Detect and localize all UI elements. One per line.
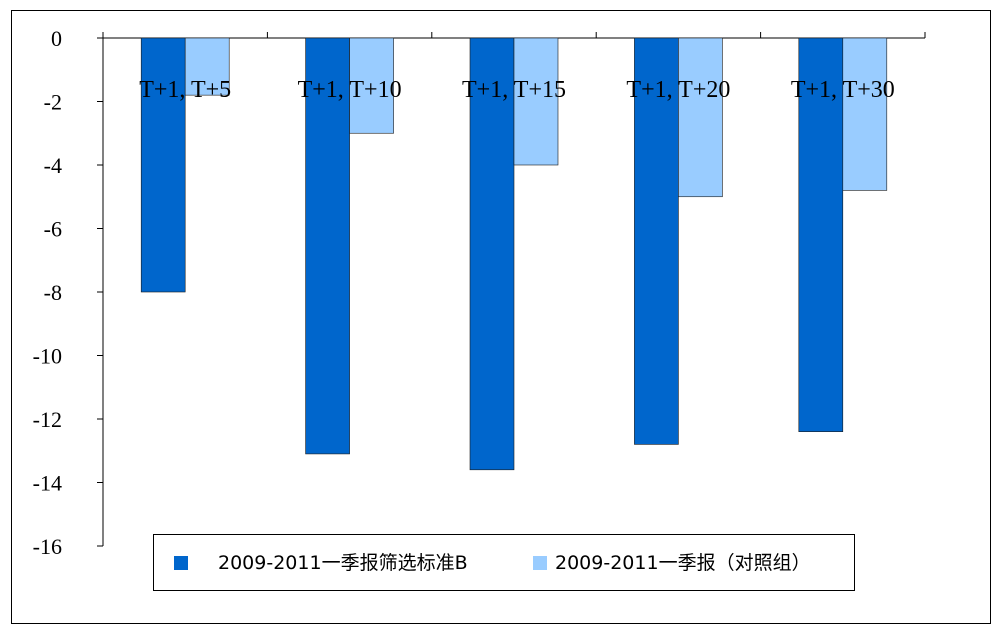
bar-series-1-3 xyxy=(634,37,679,445)
bar-series-1-1 xyxy=(305,37,350,455)
category-label: T+1, T+5 xyxy=(139,77,231,103)
y-tick-label: -10 xyxy=(33,344,62,369)
category-label: T+1, T+20 xyxy=(626,77,730,103)
y-tick-label: -2 xyxy=(44,90,62,115)
y-tick-label: 0 xyxy=(51,26,62,51)
y-tick-label: -12 xyxy=(33,407,62,432)
legend-item-series-2: 2009-2011一季报（对照组） xyxy=(533,553,811,573)
category-labels: T+1, T+5 T+1, T+10 T+1, T+15 T+1, T+20 T+1, … xyxy=(139,77,895,103)
legend-label-series-2: 2009-2011一季报（对照组） xyxy=(555,552,811,574)
legend: 2009-2011一季报筛选标准B 2009-2011一季报（对照组） xyxy=(153,534,855,591)
category-label: T+1, T+30 xyxy=(791,77,895,103)
y-tick-label: -8 xyxy=(44,280,62,305)
y-tick-label: -16 xyxy=(33,534,62,559)
bar-series-2-4 xyxy=(842,37,888,191)
bar-series-1-2 xyxy=(469,37,515,471)
bar-series-2-2 xyxy=(513,37,559,166)
bar-series-1-0 xyxy=(140,37,186,293)
y-tick-label: -6 xyxy=(44,217,62,242)
x-axis-ticks xyxy=(102,32,926,38)
bar-series xyxy=(140,37,888,471)
legend-item-series-1: 2009-2011一季报筛选标准B xyxy=(174,553,468,573)
bar-series-2-3 xyxy=(678,37,723,198)
category-label: T+1, T+10 xyxy=(298,77,402,103)
y-tick-label: -14 xyxy=(33,471,62,496)
y-axis-ticks: 0 -2 -4 -6 -8 -10 -12 -14 -16 xyxy=(33,26,103,559)
legend-swatch-series-1 xyxy=(174,556,188,570)
y-tick-label: -4 xyxy=(44,153,62,178)
legend-swatch-series-2 xyxy=(533,556,547,570)
legend-label-series-1: 2009-2011一季报筛选标准B xyxy=(218,552,468,574)
bar-series-2-0 xyxy=(184,37,230,96)
bar-series-1-4 xyxy=(798,37,844,433)
category-label: T+1, T+15 xyxy=(462,77,566,103)
bar-series-2-1 xyxy=(349,37,394,134)
